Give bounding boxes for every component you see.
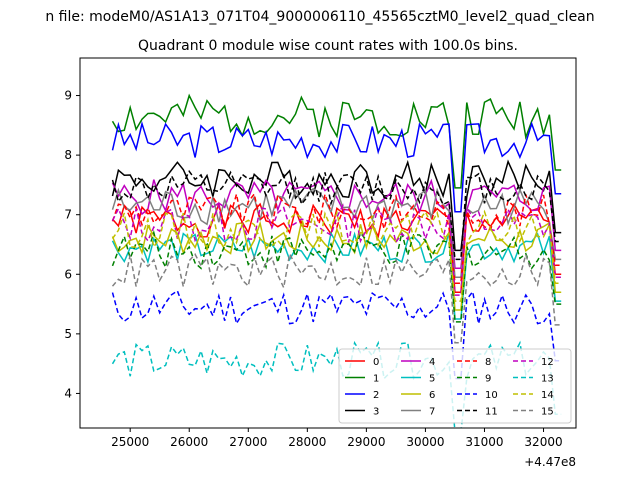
legend-label: 2 xyxy=(373,390,379,401)
legend-label: 15 xyxy=(541,407,554,418)
series-line-12 xyxy=(111,202,562,296)
y-tick-label: 6 xyxy=(64,267,72,281)
legend-label: 1 xyxy=(373,374,379,385)
legend-label: 13 xyxy=(541,374,554,385)
y-axis: 4 5 6 7 8 9 xyxy=(64,89,80,400)
series-line-5 xyxy=(111,231,562,320)
x-tick-label: 27000 xyxy=(229,435,267,449)
series-line-1 xyxy=(111,93,562,189)
x-tick-label: 30000 xyxy=(406,435,444,449)
y-tick-label: 9 xyxy=(64,89,72,103)
x-tick-label: 31000 xyxy=(465,435,503,449)
chart-title: Quadrant 0 module wise count rates with … xyxy=(138,38,518,54)
y-tick-label: 7 xyxy=(64,208,72,222)
series-line-7 xyxy=(111,186,562,279)
x-tick-label: 29000 xyxy=(347,435,385,449)
series-line-6 xyxy=(111,219,562,311)
figure-suptitle: n file: modeM0/AS1A13_071T04_9000006110_… xyxy=(45,9,594,25)
x-tick-label: 26000 xyxy=(170,435,208,449)
y-tick-label: 4 xyxy=(64,386,72,400)
legend-label: 0 xyxy=(373,357,379,368)
legend-box xyxy=(338,348,572,424)
y-tick-label: 8 xyxy=(64,148,72,162)
legend-label: 10 xyxy=(485,390,498,401)
series-line-0 xyxy=(111,201,562,293)
series-line-14 xyxy=(111,209,562,302)
x-offset-label: +4.47e8 xyxy=(524,455,576,469)
legend-label: 12 xyxy=(541,357,554,368)
legend-label: 9 xyxy=(485,374,491,385)
legend-label: 5 xyxy=(429,374,435,385)
x-tick-label: 32000 xyxy=(524,435,562,449)
plot-frame xyxy=(79,57,577,429)
series-line-9 xyxy=(111,229,562,323)
series-line-15 xyxy=(111,251,562,344)
x-tick-label: 28000 xyxy=(288,435,326,449)
legend-label: 3 xyxy=(373,407,379,418)
series-line-8 xyxy=(111,191,562,284)
y-tick-label: 5 xyxy=(64,327,72,341)
x-axis: 25000 26000 27000 28000 29000 30000 31000 32000 xyxy=(111,428,563,449)
series-line-3 xyxy=(111,159,562,252)
legend-label: 4 xyxy=(429,357,435,368)
series-line-4 xyxy=(111,178,562,270)
series-line-11 xyxy=(111,169,562,261)
legend-label: 14 xyxy=(541,390,554,401)
series-line-10 xyxy=(111,289,562,380)
legend-label: 8 xyxy=(485,357,491,368)
series-line-2 xyxy=(111,120,562,213)
legend-label: 6 xyxy=(429,390,435,401)
x-tick-label: 25000 xyxy=(111,435,149,449)
legend-label: 7 xyxy=(429,407,435,418)
legend-label: 11 xyxy=(485,407,498,418)
